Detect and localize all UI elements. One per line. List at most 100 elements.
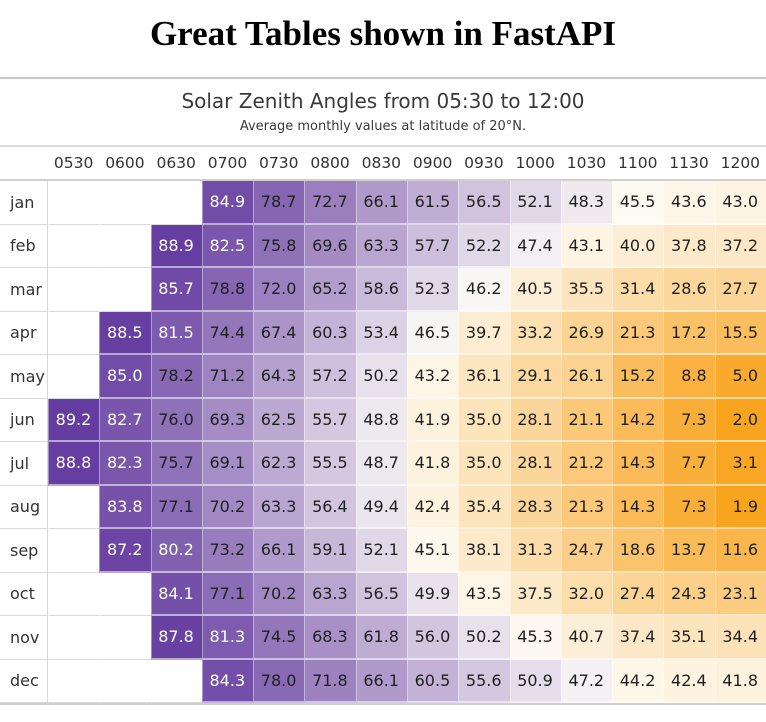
heatmap-cell-sep-1200: 11.6: [714, 529, 766, 573]
heatmap-cell-may-0530: [48, 355, 100, 399]
row-label-aug: aug: [0, 485, 48, 529]
heatmap-cell-jun-0700: 69.3: [201, 398, 254, 442]
heatmap-cell-mar-0730: 72.0: [253, 268, 305, 312]
heatmap-cell-aug-1000: 28.3: [509, 485, 561, 529]
stub-header-spacer: [0, 147, 48, 181]
heatmap-cell-jan-0930: 56.5: [458, 181, 510, 225]
column-header-1130: 1130: [663, 147, 715, 181]
heatmap-cell-jun-0730: 62.5: [253, 398, 305, 442]
heatmap-cell-aug-0600: 83.8: [99, 485, 151, 529]
heatmap-cell-jul-0930: 35.0: [458, 442, 510, 486]
heatmap-cell-may-0800: 57.2: [304, 355, 356, 399]
heatmap-cell-sep-0830: 52.1: [355, 529, 407, 573]
heatmap-cell-oct-1000: 37.5: [509, 572, 561, 616]
heatmap-cell-dec-0800: 71.8: [304, 659, 356, 703]
heatmap-cell-may-1130: 8.8: [663, 355, 715, 399]
heatmap-cell-jan-0630: [150, 181, 202, 225]
heatmap-cell-jun-0800: 55.7: [304, 398, 356, 442]
column-header-0830: 0830: [355, 147, 407, 181]
heatmap-cell-feb-1000: 47.4: [509, 224, 561, 268]
column-header-0930: 0930: [458, 147, 510, 181]
heatmap-cell-nov-1000: 45.3: [509, 616, 561, 660]
column-header-1200: 1200: [714, 147, 766, 181]
heatmap-cell-dec-1100: 44.2: [612, 659, 664, 703]
heatmap-cell-jan-0830: 66.1: [355, 181, 407, 225]
heatmap-cell-sep-0700: 73.2: [201, 529, 254, 573]
heatmap-cell-sep-1030: 24.7: [560, 529, 613, 573]
heatmap-cell-dec-1000: 50.9: [509, 659, 561, 703]
heatmap-cell-mar-0700: 78.8: [201, 268, 254, 312]
page: Great Tables shown in FastAPI Solar Zeni…: [0, 14, 766, 705]
heatmap-cell-aug-0900: 42.4: [406, 485, 459, 529]
heatmap-cell-sep-1000: 31.3: [509, 529, 561, 573]
solar-zenith-heatmap: 0530 0600 0630 0700 0730 0800 0830 0900 0930 1000…: [0, 147, 766, 703]
heatmap-cell-mar-0900: 52.3: [406, 268, 459, 312]
heatmap-cell-may-0700: 71.2: [201, 355, 254, 399]
heatmap-cell-nov-1030: 40.7: [560, 616, 613, 660]
heatmap-cell-mar-0800: 65.2: [304, 268, 356, 312]
heatmap-cell-jul-0530: 88.8: [48, 442, 100, 486]
heatmap-cell-mar-1130: 28.6: [663, 268, 715, 312]
heatmap-cell-may-0630: 78.2: [150, 355, 202, 399]
heatmap-cell-mar-1100: 31.4: [612, 268, 664, 312]
heatmap-cell-jun-0630: 76.0: [150, 398, 202, 442]
heatmap-cell-oct-1100: 27.4: [612, 572, 664, 616]
heatmap-cell-oct-1130: 24.3: [663, 572, 715, 616]
heatmap-cell-sep-0900: 45.1: [406, 529, 459, 573]
heatmap-cell-nov-0800: 68.3: [304, 616, 356, 660]
heatmap-cell-dec-0830: 66.1: [355, 659, 407, 703]
heatmap-cell-oct-0600: [99, 572, 151, 616]
heatmap-cell-nov-0630: 87.8: [150, 616, 202, 660]
heatmap-cell-may-0930: 36.1: [458, 355, 510, 399]
heatmap-cell-mar-0830: 58.6: [355, 268, 407, 312]
heatmap-cell-dec-1030: 47.2: [560, 659, 613, 703]
heatmap-cell-sep-0730: 66.1: [253, 529, 305, 573]
heatmap-cell-aug-1200: 1.9: [714, 485, 766, 529]
column-header-0800: 0800: [304, 147, 356, 181]
heatmap-cell-nov-0530: [48, 616, 100, 660]
heatmap-cell-apr-0630: 81.5: [150, 311, 202, 355]
heatmap-cell-sep-0530: [48, 529, 100, 573]
table-row-jun: jun 89.2 82.7 76.0 69.3 62.5 55.7 48.8 41.9 35.0 2…: [0, 398, 766, 442]
column-header-0530: 0530: [48, 147, 100, 181]
heatmap-cell-apr-1100: 21.3: [612, 311, 664, 355]
heatmap-cell-feb-1130: 37.8: [663, 224, 715, 268]
heatmap-cell-apr-0930: 39.7: [458, 311, 510, 355]
heatmap-cell-oct-0930: 43.5: [458, 572, 510, 616]
column-header-0600: 0600: [99, 147, 151, 181]
heatmap-cell-nov-1200: 34.4: [714, 616, 766, 660]
heatmap-cell-feb-0600: [99, 224, 151, 268]
table-row-nov: nov 87.8 81.3 74.5 68.3 61.8 56.0 50.2 45.3 40.7 3…: [0, 616, 766, 660]
column-header-1100: 1100: [612, 147, 664, 181]
heatmap-cell-apr-0700: 74.4: [201, 311, 254, 355]
heatmap-cell-oct-0800: 63.3: [304, 572, 356, 616]
heatmap-cell-feb-0700: 82.5: [201, 224, 254, 268]
heatmap-cell-aug-0700: 70.2: [201, 485, 254, 529]
heatmap-cell-jul-1200: 3.1: [714, 442, 766, 486]
heatmap-cell-aug-0800: 56.4: [304, 485, 356, 529]
heatmap-cell-sep-0630: 80.2: [150, 529, 202, 573]
table-row-jul: jul 88.8 82.3 75.7 69.1 62.3 55.5 48.7 41.8 35.0 2…: [0, 442, 766, 486]
heatmap-cell-aug-0630: 77.1: [150, 485, 202, 529]
heatmap-cell-sep-0930: 38.1: [458, 529, 510, 573]
solar-zenith-table-card: Solar Zenith Angles from 05:30 to 12:00 …: [0, 77, 766, 705]
heatmap-cell-aug-0530: [48, 485, 100, 529]
heatmap-cell-nov-0830: 61.8: [355, 616, 407, 660]
heatmap-cell-jul-0730: 62.3: [253, 442, 305, 486]
heatmap-cell-feb-0800: 69.6: [304, 224, 356, 268]
heatmap-cell-aug-1100: 14.3: [612, 485, 664, 529]
heatmap-cell-feb-0630: 88.9: [150, 224, 202, 268]
table-title: Solar Zenith Angles from 05:30 to 12:00: [181, 89, 585, 113]
heatmap-cell-jan-0600: [99, 181, 151, 225]
heatmap-cell-apr-0730: 67.4: [253, 311, 305, 355]
heatmap-cell-mar-0630: 85.7: [150, 268, 202, 312]
heatmap-cell-dec-0900: 60.5: [406, 659, 459, 703]
heatmap-cell-dec-1200: 41.8: [714, 659, 766, 703]
heatmap-cell-nov-0730: 74.5: [253, 616, 305, 660]
heatmap-cell-feb-1200: 37.2: [714, 224, 766, 268]
heatmap-cell-mar-0930: 46.2: [458, 268, 510, 312]
column-header-0730: 0730: [253, 147, 305, 181]
heatmap-cell-apr-1200: 15.5: [714, 311, 766, 355]
heatmap-cell-aug-0930: 35.4: [458, 485, 510, 529]
heatmap-cell-jul-0830: 48.7: [355, 442, 407, 486]
